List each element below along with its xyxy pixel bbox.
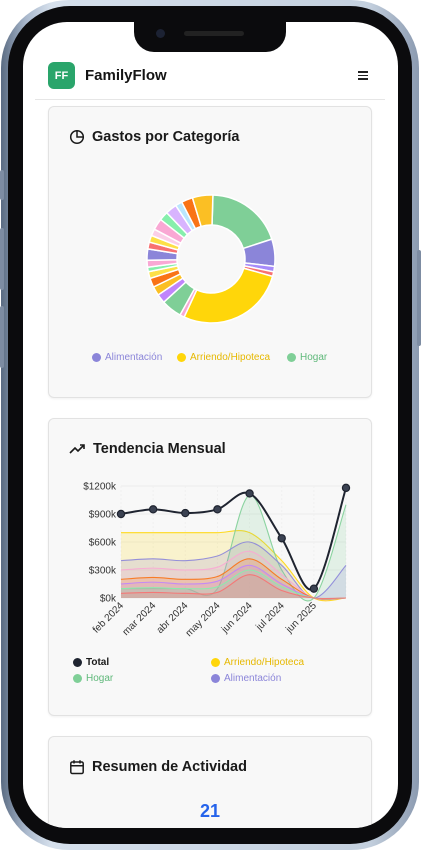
series-area <box>121 558 346 600</box>
side-button <box>0 170 4 200</box>
pie-slice[interactable] <box>211 194 273 250</box>
expenses-by-category-card: Gastos por Categoría Alimentación Arrien… <box>48 106 372 398</box>
trending-up-icon <box>69 441 86 457</box>
pie-slice[interactable] <box>191 194 214 228</box>
x-tick-label: jun 2025 <box>283 600 319 636</box>
data-point[interactable] <box>181 508 190 518</box>
legend-label: Arriendo/Hipoteca <box>190 352 271 363</box>
card-title: Tendencia Mensual <box>93 441 226 457</box>
pie-slice[interactable] <box>183 267 274 324</box>
data-point[interactable] <box>245 489 254 498</box>
legend-item: Alimentación <box>92 352 162 363</box>
card-title: Gastos por Categoría <box>92 129 240 145</box>
legend-item: Arriendo/Hipoteca <box>177 352 270 363</box>
data-point[interactable] <box>116 509 126 519</box>
donut-chart <box>146 194 276 324</box>
legend-item: Hogar <box>287 352 327 363</box>
legend-item: Alimentación <box>211 673 281 684</box>
legend-label: Hogar <box>86 673 114 684</box>
x-tick-label: jul 2024 <box>254 600 288 634</box>
data-point[interactable] <box>148 505 158 514</box>
y-tick-label: $600k <box>89 538 117 549</box>
screen: FF FamilyFlow Gastos por Categoría Alime… <box>23 22 398 828</box>
y-tick-label: $1200k <box>83 482 117 493</box>
series-area <box>121 495 346 601</box>
series-line <box>120 574 347 600</box>
side-button <box>417 250 421 346</box>
legend-item: Total <box>73 657 109 668</box>
y-tick-label: $900k <box>89 510 117 521</box>
camera-icon <box>156 29 165 38</box>
activity-count: 21 <box>199 801 221 821</box>
monthly-trend-card: Tendencia Mensual $0k $300k $600k $900k $120… <box>48 418 372 716</box>
series-area <box>121 570 346 599</box>
legend-label: Alimentación <box>105 352 163 363</box>
x-tick-label: may 2024 <box>184 600 223 639</box>
legend-label: Hogar <box>300 352 328 363</box>
card-title: Resumen de Actividad <box>92 759 247 775</box>
card-header: Tendencia Mensual <box>69 441 226 457</box>
data-point[interactable] <box>341 483 351 493</box>
pie-chart-icon <box>69 129 85 145</box>
data-point[interactable] <box>277 534 286 543</box>
card-header: Gastos por Categoría <box>69 129 239 145</box>
card-header: Resumen de Actividad <box>69 759 247 775</box>
app-header: FF FamilyFlow <box>35 52 385 100</box>
y-tick-label: $0k <box>100 594 117 605</box>
calendar-icon <box>69 759 85 775</box>
logo-badge: FF <box>48 62 75 89</box>
activity-summary-card: Resumen de Actividad 21 <box>48 736 372 828</box>
legend-label: Total <box>86 657 110 668</box>
hamburger-icon[interactable] <box>355 68 371 84</box>
data-point[interactable] <box>213 505 222 514</box>
legend-label: Alimentación <box>224 673 282 684</box>
notch <box>134 22 286 52</box>
legend-item: Arriendo/Hipoteca <box>211 657 304 668</box>
x-tick-label: mar 2024 <box>121 600 159 638</box>
series-area <box>121 574 346 599</box>
series-line <box>121 530 347 602</box>
app-title: FamilyFlow <box>85 67 167 84</box>
y-tick-label: $300k <box>89 566 117 577</box>
legend-item: Hogar <box>73 673 113 684</box>
x-tick-label: jun 2024 <box>219 600 255 636</box>
side-button <box>0 306 4 368</box>
legend-label: Arriendo/Hipoteca <box>224 657 305 668</box>
data-point[interactable] <box>309 584 319 593</box>
side-button <box>0 228 4 290</box>
speaker-grille <box>184 31 244 36</box>
